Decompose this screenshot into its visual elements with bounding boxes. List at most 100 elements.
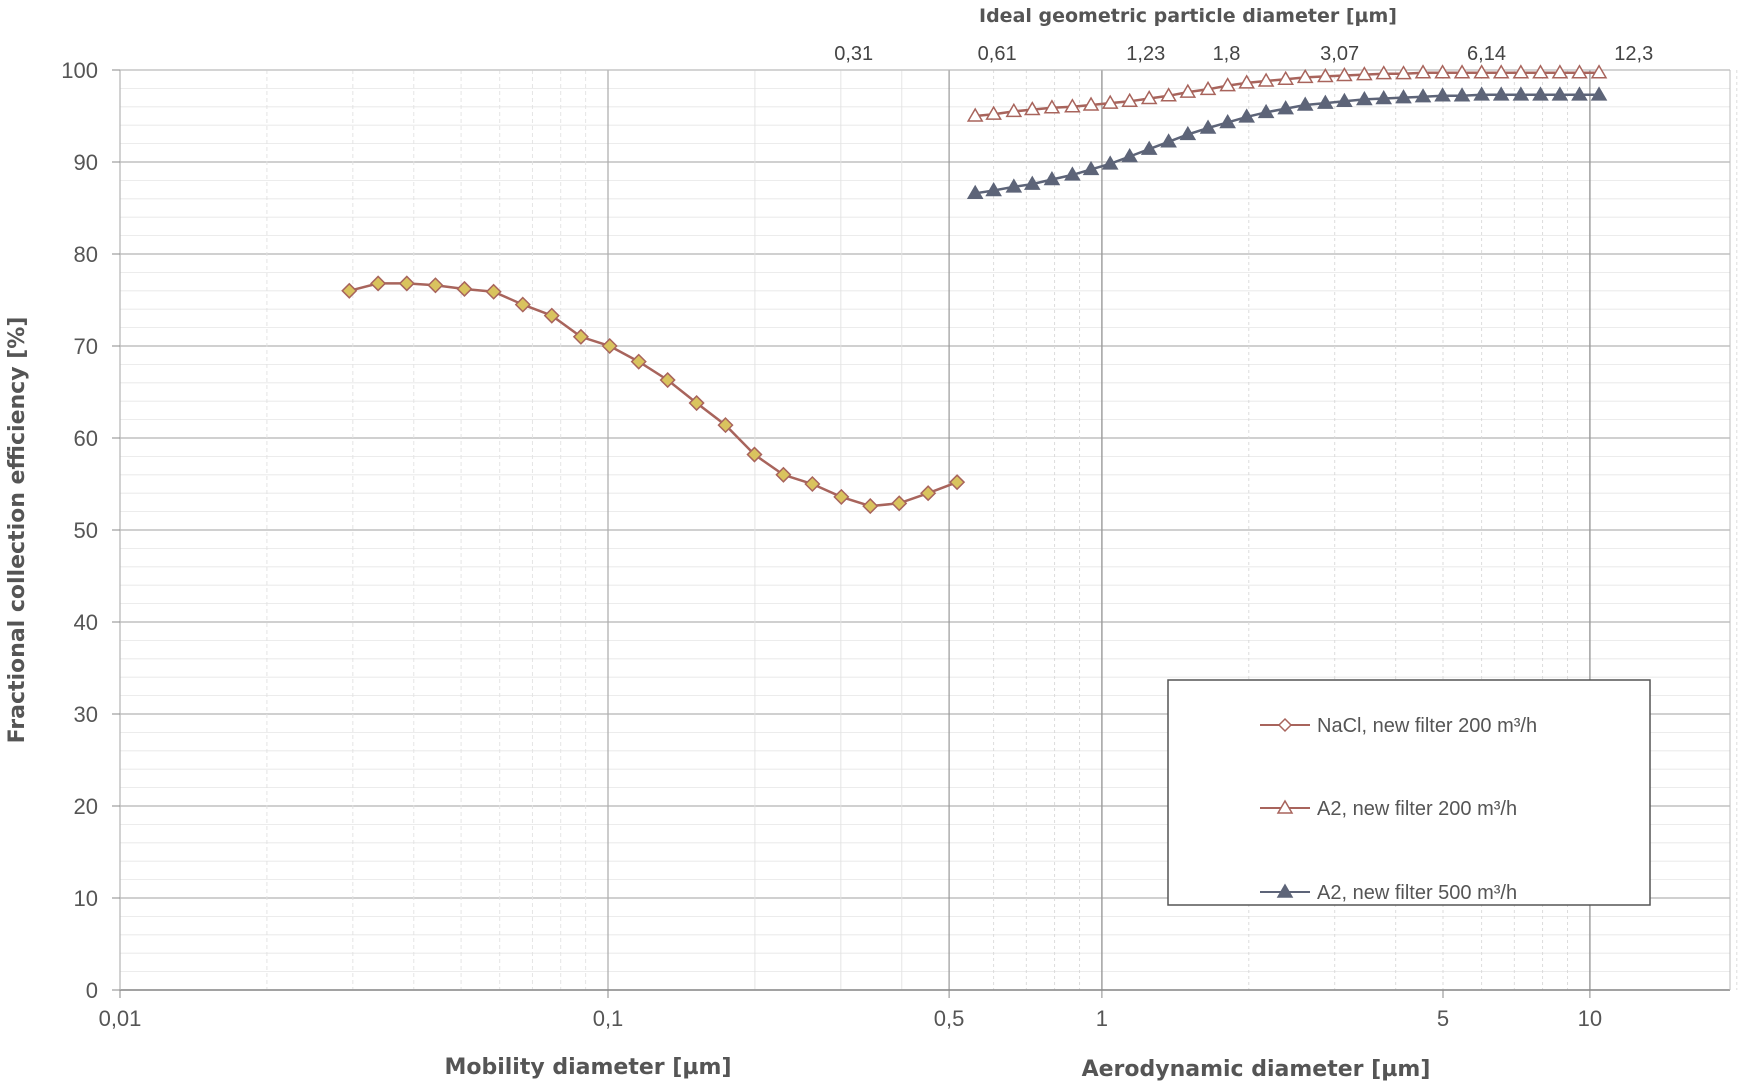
data-point-triangle (966, 184, 984, 200)
data-point-triangle (1121, 92, 1138, 108)
top-tick-label: 3,07 (1320, 43, 1359, 65)
legend-label-a2-500: A2, new filter 500 m³/h (1317, 882, 1517, 904)
data-point-triangle (1023, 175, 1041, 190)
series-2 (966, 86, 1608, 200)
data-point-triangle (1336, 67, 1353, 82)
y-tick-label: 100 (61, 58, 98, 83)
data-point-triangle (1473, 86, 1490, 101)
x-tick-label-aerodynamic: 1 (1096, 1006, 1108, 1031)
data-point-triangle (1082, 160, 1100, 176)
data-point-triangle (1414, 64, 1432, 79)
data-point-triangle (1199, 80, 1217, 96)
data-point-triangle (1434, 64, 1451, 79)
top-tick-label: 12,3 (1614, 43, 1653, 65)
data-point-triangle (1317, 67, 1334, 83)
data-point-triangle (1356, 66, 1373, 81)
data-point-triangle (1395, 65, 1412, 80)
series-layer (341, 64, 1608, 515)
data-point-diamond (659, 371, 676, 389)
data-point-triangle (1395, 89, 1412, 104)
top-axis-title: Ideal geometric particle diameter [µm] (979, 5, 1397, 27)
data-point-diamond (514, 296, 531, 313)
data-point-triangle (1512, 64, 1530, 79)
y-tick-label: 0 (86, 978, 98, 1003)
legend-marker-a2-500 (1276, 883, 1294, 898)
data-point-triangle (1219, 77, 1236, 92)
data-point-triangle (1414, 88, 1432, 103)
legend-marker-a2-200 (1276, 799, 1294, 814)
data-point-triangle (1064, 166, 1081, 181)
x-tick-label-aerodynamic: 10 (1578, 1006, 1602, 1031)
x-tick-label-aerodynamic: 5 (1437, 1006, 1449, 1031)
data-point-triangle (1238, 74, 1255, 89)
data-point-triangle (1101, 94, 1119, 109)
data-point-diamond (601, 337, 618, 355)
data-point-triangle (1277, 70, 1294, 85)
data-point-triangle (1571, 64, 1588, 79)
data-point-triangle (1375, 65, 1393, 80)
data-point-triangle (1064, 98, 1081, 113)
top-tick-label: 1,8 (1213, 43, 1241, 65)
data-point-triangle (1121, 147, 1138, 163)
data-point-triangle (985, 182, 1002, 197)
data-point-diamond (688, 394, 705, 412)
y-tick-label: 30 (74, 702, 98, 727)
data-point-triangle (1101, 155, 1119, 170)
data-point-triangle (966, 107, 984, 122)
data-point-triangle (1532, 86, 1549, 101)
data-point-triangle (1571, 86, 1588, 101)
data-point-diamond (398, 275, 415, 292)
data-point-triangle (1005, 178, 1023, 193)
data-point-triangle (1551, 64, 1569, 79)
data-point-triangle (1005, 102, 1023, 118)
legend-marker-nacl (1277, 717, 1293, 733)
y-tick-label: 80 (74, 242, 98, 267)
data-point-triangle (1140, 140, 1158, 155)
x-tick-label-mobility: 0,5 (934, 1006, 965, 1031)
data-point-triangle (1179, 125, 1197, 141)
x-axis-title-aerodynamic: Aerodynamic diameter [µm] (1082, 1057, 1431, 1082)
data-point-diamond (630, 353, 647, 370)
data-point-triangle (985, 105, 1002, 120)
top-tick-label: 6,14 (1467, 43, 1506, 65)
data-point-diamond (427, 277, 444, 294)
data-point-triangle (1453, 87, 1471, 102)
data-point-triangle (1375, 90, 1393, 105)
data-point-triangle (1238, 108, 1255, 123)
data-point-diamond (920, 485, 937, 502)
data-point-triangle (1296, 96, 1314, 111)
data-point-triangle (1512, 86, 1530, 101)
data-point-triangle (1590, 64, 1608, 79)
x-tick-label-mobility: 0,01 (99, 1006, 142, 1031)
data-point-diamond (891, 495, 908, 512)
data-point-diamond (949, 474, 966, 491)
top-tick-label: 0,61 (978, 43, 1017, 65)
data-point-diamond (862, 498, 879, 515)
data-point-triangle (1179, 83, 1197, 98)
data-point-triangle (1023, 101, 1041, 116)
data-point-diamond (775, 466, 792, 483)
data-point-diamond (341, 282, 358, 299)
x-tick-label-mobility: 0,1 (593, 1006, 624, 1031)
data-point-triangle (1492, 86, 1510, 101)
data-point-triangle (1473, 64, 1490, 79)
y-tick-label: 90 (74, 150, 98, 175)
y-tick-label: 50 (74, 518, 98, 543)
series-0 (341, 275, 966, 515)
data-point-triangle (1140, 90, 1158, 105)
data-point-diamond (746, 446, 763, 463)
data-point-triangle (1257, 103, 1275, 119)
legend-box (1167, 679, 1651, 906)
data-point-diamond (370, 275, 387, 292)
data-point-triangle (1219, 113, 1236, 129)
y-tick-label: 70 (74, 334, 98, 359)
legend: NaCl, new filter 200 m³/h A2, new filter… (1167, 679, 1651, 906)
data-point-triangle (1277, 100, 1294, 115)
y-tick-label: 40 (74, 610, 98, 635)
data-point-triangle (1453, 64, 1471, 79)
data-point-triangle (1356, 90, 1373, 106)
data-point-triangle (1317, 94, 1334, 109)
data-point-triangle (1082, 96, 1100, 111)
series-line (348, 282, 958, 508)
